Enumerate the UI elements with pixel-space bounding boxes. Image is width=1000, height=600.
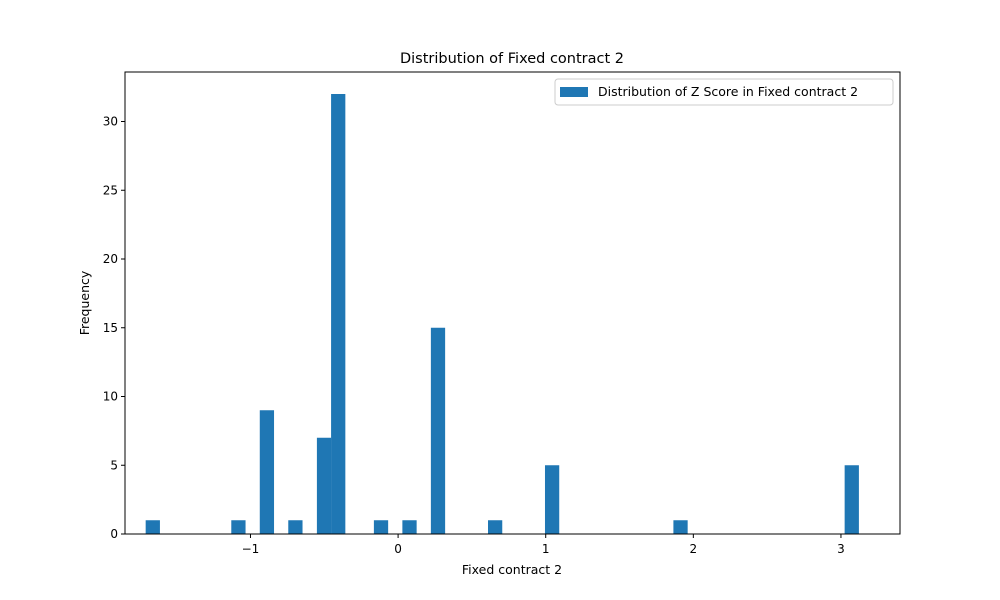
histogram-bar-9: [488, 520, 503, 534]
y-tick-label-4: 20: [103, 252, 118, 266]
x-tick-label-4: 3: [837, 542, 845, 556]
histogram-bar-4: [316, 437, 332, 534]
histogram-bar-1: [231, 520, 246, 534]
histogram-bar-10: [544, 465, 560, 534]
histogram-bar-3: [288, 520, 303, 534]
legend-box: [554, 78, 894, 106]
histogram-bar-0: [145, 520, 160, 534]
y-tick-label-2: 10: [103, 390, 118, 404]
histogram-bar-12: [844, 465, 859, 534]
histogram-bar-5: [331, 94, 346, 534]
y-tick-label-5: 25: [103, 183, 118, 197]
legend: Distribution of Z Score in Fixed contrac…: [554, 78, 894, 106]
y-axis-ticks: 0 5 10 15 20 25 30: [103, 115, 125, 541]
chart-title: Distribution of Fixed contract 2: [400, 51, 624, 67]
x-axis-ticks: −1 0 1 2 3: [242, 534, 845, 556]
x-tick-label-3: 2: [690, 542, 698, 556]
histogram-bar-2: [259, 410, 275, 534]
y-tick-label-3: 15: [103, 321, 118, 335]
legend-swatch: [560, 87, 588, 97]
plot-frame: [124, 71, 901, 535]
bars-group: [145, 94, 859, 534]
y-tick-label-1: 5: [110, 458, 118, 472]
x-tick-label-2: 1: [542, 542, 550, 556]
y-tick-label-6: 30: [103, 115, 118, 129]
histogram-bar-11: [673, 520, 688, 534]
x-tick-label-1: 0: [394, 542, 402, 556]
y-tick-label-0: 0: [110, 527, 118, 541]
histogram-bar-8: [430, 327, 446, 534]
x-tick-label-0: −1: [242, 542, 260, 556]
legend-label: Distribution of Z Score in Fixed contrac…: [598, 84, 858, 99]
histogram-bar-6: [373, 520, 389, 534]
histogram-bar-7: [402, 520, 417, 534]
x-axis-label: Fixed contract 2: [462, 562, 562, 577]
y-axis-label: Frequency: [77, 270, 92, 335]
